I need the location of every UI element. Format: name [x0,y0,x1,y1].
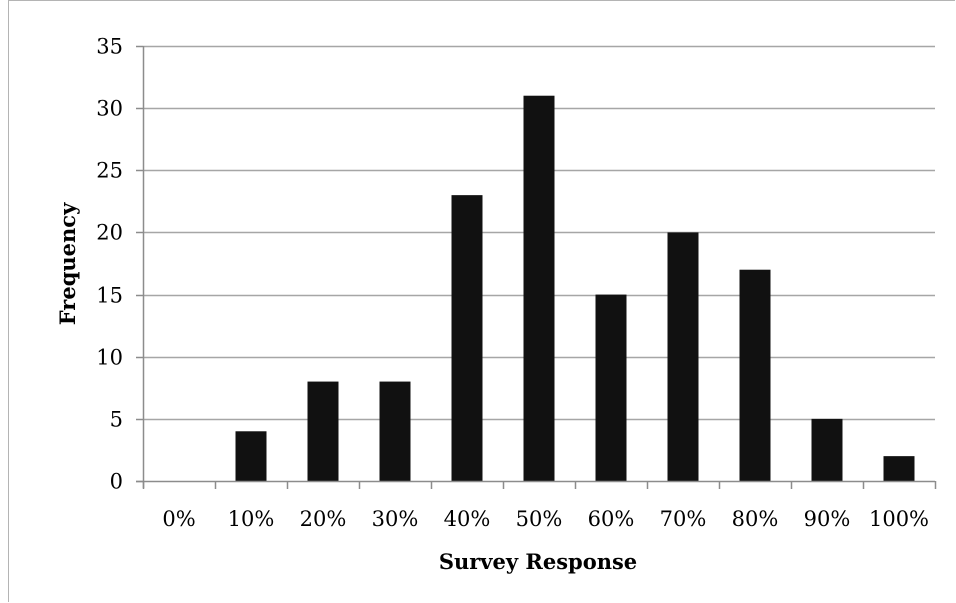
tick-labels: 0 5 10 15 20 25 30 35 0% 10% 20% 30% 40% 50% 60% 70% 80%… [96,35,929,532]
bar [667,232,699,481]
y-tick-label: 15 [96,284,123,308]
y-tick-label: 25 [96,159,123,183]
x-axis-title: Survey Response [439,549,637,574]
x-tick-label: 90% [804,507,851,531]
x-tick-label: 0% [162,507,195,531]
x-tick-label: 20% [300,507,347,531]
y-tick-label: 30 [96,97,123,121]
y-tick-label: 0 [110,470,123,494]
y-tick-label: 35 [96,35,123,59]
bar [235,431,267,481]
bar [523,95,555,481]
x-tick-label: 70% [660,507,707,531]
bar [811,418,843,481]
bar [595,294,627,481]
bar [883,456,915,481]
x-tick-label: 10% [228,507,275,531]
x-tick-label: 60% [588,507,635,531]
y-axis-title: Frequency [55,202,80,325]
bars [235,95,915,481]
x-tick-label: 30% [372,507,419,531]
x-tick-label: 100% [869,507,929,531]
axes [136,45,937,489]
y-tick-label: 20 [96,221,123,245]
x-tick-label: 80% [732,507,779,531]
x-tick-label: 50% [516,507,563,531]
bar [451,195,483,481]
y-tick-label: 5 [110,408,123,432]
x-tick-label: 40% [444,507,491,531]
bar [307,381,339,481]
bar [739,269,771,481]
bar [379,381,411,481]
y-tick-label: 10 [96,346,123,370]
